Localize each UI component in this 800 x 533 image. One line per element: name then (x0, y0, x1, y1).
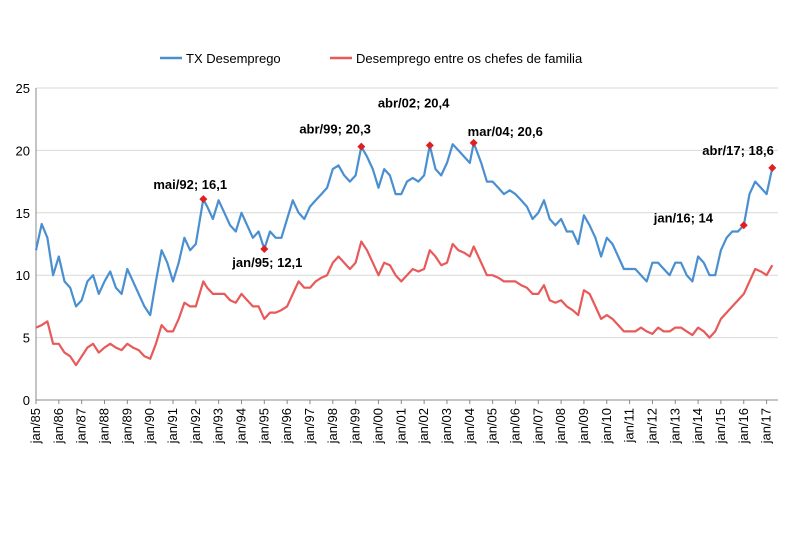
x-tick-label: jan/85 (28, 408, 43, 444)
x-tick-label: jan/00 (370, 408, 385, 444)
annotation-label: jan/16; 14 (653, 210, 714, 225)
legend-label: TX Desemprego (186, 51, 281, 66)
x-tick-label: jan/99 (348, 408, 363, 444)
series-lines (34, 141, 774, 367)
x-tick-label: jan/95 (256, 408, 271, 444)
x-tick-label: jan/88 (96, 408, 111, 444)
x-tick-label: jan/07 (530, 408, 545, 444)
x-tick-label: jan/02 (416, 408, 431, 444)
series-line-chefes-de-familia (35, 240, 774, 367)
annotation-label: abr/02; 20,4 (378, 95, 450, 110)
annotation-labels: mai/92; 16,1 jan/95; 12,1 abr/99; 20,3 abr/… (153, 95, 773, 270)
x-tick-label: jan/04 (462, 408, 477, 444)
annotation-marker (199, 195, 208, 204)
x-tick-label: jan/97 (302, 408, 317, 444)
x-tick-label: jan/10 (599, 408, 614, 444)
y-tick-label: 10 (16, 268, 30, 283)
y-tick-label: 25 (16, 81, 30, 96)
x-tick-label: jan/17 (759, 408, 774, 444)
annotation-marker (425, 141, 434, 150)
x-tick-label: jan/15 (713, 408, 728, 444)
y-tick-label: 5 (23, 331, 30, 346)
gridlines (36, 87, 778, 401)
x-tick-label: jan/96 (279, 408, 294, 444)
x-tick-label: jan/92 (188, 408, 203, 444)
annotation-marker (260, 244, 269, 253)
legend-item-chefes-de-familia: Desemprego entre os chefes de familia (330, 51, 583, 66)
axes: 0 5 10 15 20 25 jan/85 jan/86 jan/87 jan/88 jan/89… (16, 81, 778, 444)
x-tick-label: jan/16 (736, 408, 751, 444)
x-tick-label: jan/03 (439, 408, 454, 444)
x-tick-label: jan/87 (74, 408, 89, 444)
x-tick-label: jan/09 (576, 408, 591, 444)
x-tick-label: jan/93 (211, 408, 226, 444)
x-tick-label: jan/98 (325, 408, 340, 444)
annotation-label: jan/95; 12,1 (231, 255, 302, 270)
x-tick-label: jan/08 (553, 408, 568, 444)
x-tick-label: jan/14 (690, 408, 705, 444)
x-tick-label: jan/12 (644, 408, 659, 444)
annotation-label: mai/92; 16,1 (153, 177, 227, 192)
x-tick-label: jan/90 (142, 408, 157, 444)
legend-item-tx-desemprego: TX Desemprego (160, 51, 281, 66)
annotation-label: mar/04; 20,6 (468, 124, 543, 139)
y-tick-label: 15 (16, 206, 30, 221)
x-tick-label: jan/94 (233, 408, 248, 444)
x-tick-label: jan/89 (119, 408, 134, 444)
annotation-label: abr/99; 20,3 (299, 122, 371, 137)
x-tick-label: jan/05 (485, 408, 500, 444)
x-tick-label: jan/11 (622, 408, 637, 443)
y-tick-label: 0 (23, 393, 30, 408)
annotation-markers (199, 138, 777, 253)
legend-label: Desemprego entre os chefes de familia (356, 51, 583, 66)
annotation-marker (768, 163, 777, 172)
annotation-marker (739, 221, 748, 230)
x-tick-label: jan/86 (51, 408, 66, 444)
x-tick-label: jan/01 (393, 408, 408, 444)
annotation-marker (357, 142, 366, 151)
annotation-label: abr/17; 18,6 (702, 143, 774, 158)
y-tick-label: 20 (16, 143, 30, 158)
x-tick-label: jan/06 (507, 408, 522, 444)
x-tick-label: jan/13 (667, 408, 682, 444)
legend: TX Desemprego Desemprego entre os chefes … (160, 51, 583, 66)
annotation-marker (469, 138, 478, 147)
series-line-tx-desemprego (34, 141, 774, 317)
x-tick-label: jan/91 (165, 408, 180, 444)
